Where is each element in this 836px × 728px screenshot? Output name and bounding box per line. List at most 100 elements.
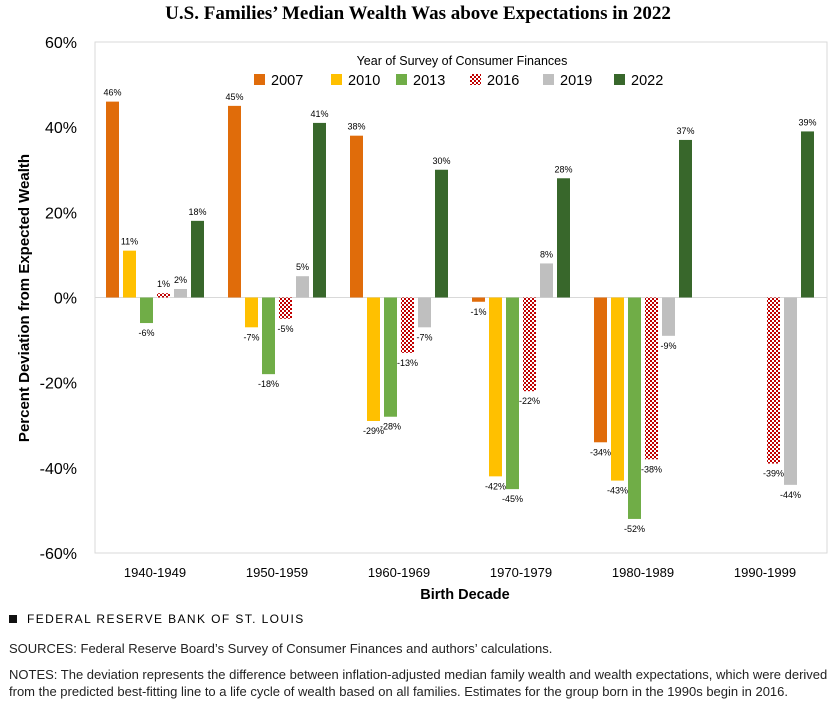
bar-2022-1990-1999 <box>801 131 814 298</box>
bar-2016-1960-1969 <box>401 297 414 353</box>
data-label: 18% <box>188 207 206 217</box>
data-label: -34% <box>590 447 611 457</box>
bar-2019-1980-1989 <box>662 297 675 336</box>
bar-2013-1950-1959 <box>262 297 275 375</box>
legend-swatch-2010 <box>331 74 342 85</box>
bar-2016-1970-1979 <box>523 297 536 392</box>
bar-2019-1960-1969 <box>418 297 431 328</box>
y-tick-label: 20% <box>45 205 77 222</box>
bar-2022-1940-1949 <box>191 220 204 298</box>
data-label: 5% <box>296 262 309 272</box>
sources-note: SOURCES: Federal Reserve Board’s Survey … <box>9 641 553 656</box>
data-label: 45% <box>225 92 243 102</box>
bar-2019-1990-1999 <box>784 297 797 485</box>
legend-swatch-2016 <box>470 74 481 85</box>
legend-label-2019: 2019 <box>560 73 592 89</box>
data-label: -5% <box>277 324 293 334</box>
legend-swatch-2019 <box>543 74 554 85</box>
notes-text: NOTES: The deviation represents the diff… <box>9 667 828 699</box>
brand-footer: FEDERAL RESERVE BANK OF ST. LOUIS <box>9 612 305 626</box>
x-tick-label: 1980-1989 <box>612 565 674 580</box>
data-label: 46% <box>103 88 121 98</box>
data-label: -39% <box>763 469 784 479</box>
bar-2016-1980-1989 <box>645 297 658 460</box>
x-tick-label: 1940-1949 <box>124 565 186 580</box>
y-tick-label: 60% <box>45 35 77 52</box>
legend-swatch-2007 <box>254 74 265 85</box>
legend-label-2007: 2007 <box>271 73 303 89</box>
data-label: -22% <box>519 396 540 406</box>
bar-2022-1980-1989 <box>679 139 692 298</box>
x-tick-label: 1990-1999 <box>734 565 796 580</box>
bar-2007-1960-1969 <box>350 135 363 298</box>
legend-label-2022: 2022 <box>631 73 663 89</box>
data-label: 39% <box>798 117 816 127</box>
brand-square-icon <box>9 615 17 623</box>
legend-label-2010: 2010 <box>348 73 380 89</box>
data-label: -7% <box>416 332 432 342</box>
x-tick-label: 1970-1979 <box>490 565 552 580</box>
data-label: -43% <box>607 486 628 496</box>
y-axis-ticks: 60% 40% 20% 0% -20% -40% -60% <box>40 35 77 563</box>
data-label: -9% <box>660 341 676 351</box>
legend-swatch-2022 <box>614 74 625 85</box>
bar-2013-1940-1949 <box>140 297 153 324</box>
x-tick-label: 1950-1959 <box>246 565 308 580</box>
bar-2016-1950-1959 <box>279 297 292 319</box>
x-tick-label: 1960-1969 <box>368 565 430 580</box>
data-label: 11% <box>121 237 138 247</box>
legend: Year of Survey of Consumer Finances 2007… <box>254 54 663 89</box>
x-axis-categories: 1940-1949 1950-1959 1960-1969 1970-1979 1980… <box>124 565 796 580</box>
data-label: -29% <box>363 426 384 436</box>
bar-2007-1970-1979 <box>472 297 485 302</box>
bar-2016-1940-1949 <box>157 293 170 298</box>
bar-2019-1940-1949 <box>174 288 187 298</box>
data-label: -42% <box>485 481 506 491</box>
bar-2007-1980-1989 <box>594 297 607 443</box>
bar-2013-1980-1989 <box>628 297 641 519</box>
legend-label-2016: 2016 <box>487 73 519 89</box>
y-axis-label: Percent Deviation from Expected Wealth <box>16 154 33 442</box>
y-tick-label: 40% <box>45 120 77 137</box>
bar-chart: 60% 40% 20% 0% -20% -40% -60% 46% 45% 38% -1% -34%… <box>16 35 828 603</box>
bar-2010-1970-1979 <box>489 297 502 477</box>
data-label: 41% <box>310 109 328 119</box>
data-label: -1% <box>470 307 486 317</box>
data-label: -52% <box>624 524 645 534</box>
y-tick-label: -40% <box>40 461 77 478</box>
bar-2010-1940-1949 <box>123 250 136 298</box>
y-tick-label: -60% <box>40 546 77 563</box>
y-tick-label: 0% <box>54 291 77 308</box>
bar-2022-1960-1969 <box>435 169 448 298</box>
data-label: 38% <box>347 122 365 132</box>
data-label: 28% <box>554 164 572 174</box>
legend-swatch-2013 <box>396 74 407 85</box>
bar-2013-1960-1969 <box>384 297 397 417</box>
bar-2019-1970-1979 <box>540 263 553 298</box>
brand-name: FEDERAL RESERVE BANK OF ST. LOUIS <box>27 612 305 626</box>
data-label: -13% <box>397 358 418 368</box>
bar-2019-1950-1959 <box>296 276 309 298</box>
data-label: -28% <box>380 422 401 432</box>
data-label: -45% <box>502 494 523 504</box>
chart-title: U.S. Families’ Median Wealth Was above E… <box>165 3 671 24</box>
bar-2016-1990-1999 <box>767 297 780 464</box>
data-label: -6% <box>138 328 154 338</box>
data-label: 30% <box>432 156 450 166</box>
data-label: 8% <box>540 249 553 259</box>
bar-2010-1980-1989 <box>611 297 624 481</box>
data-label: 37% <box>676 126 694 136</box>
bar-2010-1950-1959 <box>245 297 258 328</box>
bar-2007-1950-1959 <box>228 105 241 298</box>
data-label: -7% <box>243 332 259 342</box>
legend-title: Year of Survey of Consumer Finances <box>357 54 568 68</box>
x-axis-label: Birth Decade <box>420 587 509 603</box>
data-label: -18% <box>258 379 279 389</box>
bar-2022-1950-1959 <box>313 122 326 298</box>
y-tick-label: -20% <box>40 376 77 393</box>
data-label: -38% <box>641 464 662 474</box>
bar-2010-1960-1969 <box>367 297 380 421</box>
data-label: -44% <box>780 490 801 500</box>
data-label: 2% <box>174 275 187 285</box>
legend-label-2013: 2013 <box>413 73 445 89</box>
